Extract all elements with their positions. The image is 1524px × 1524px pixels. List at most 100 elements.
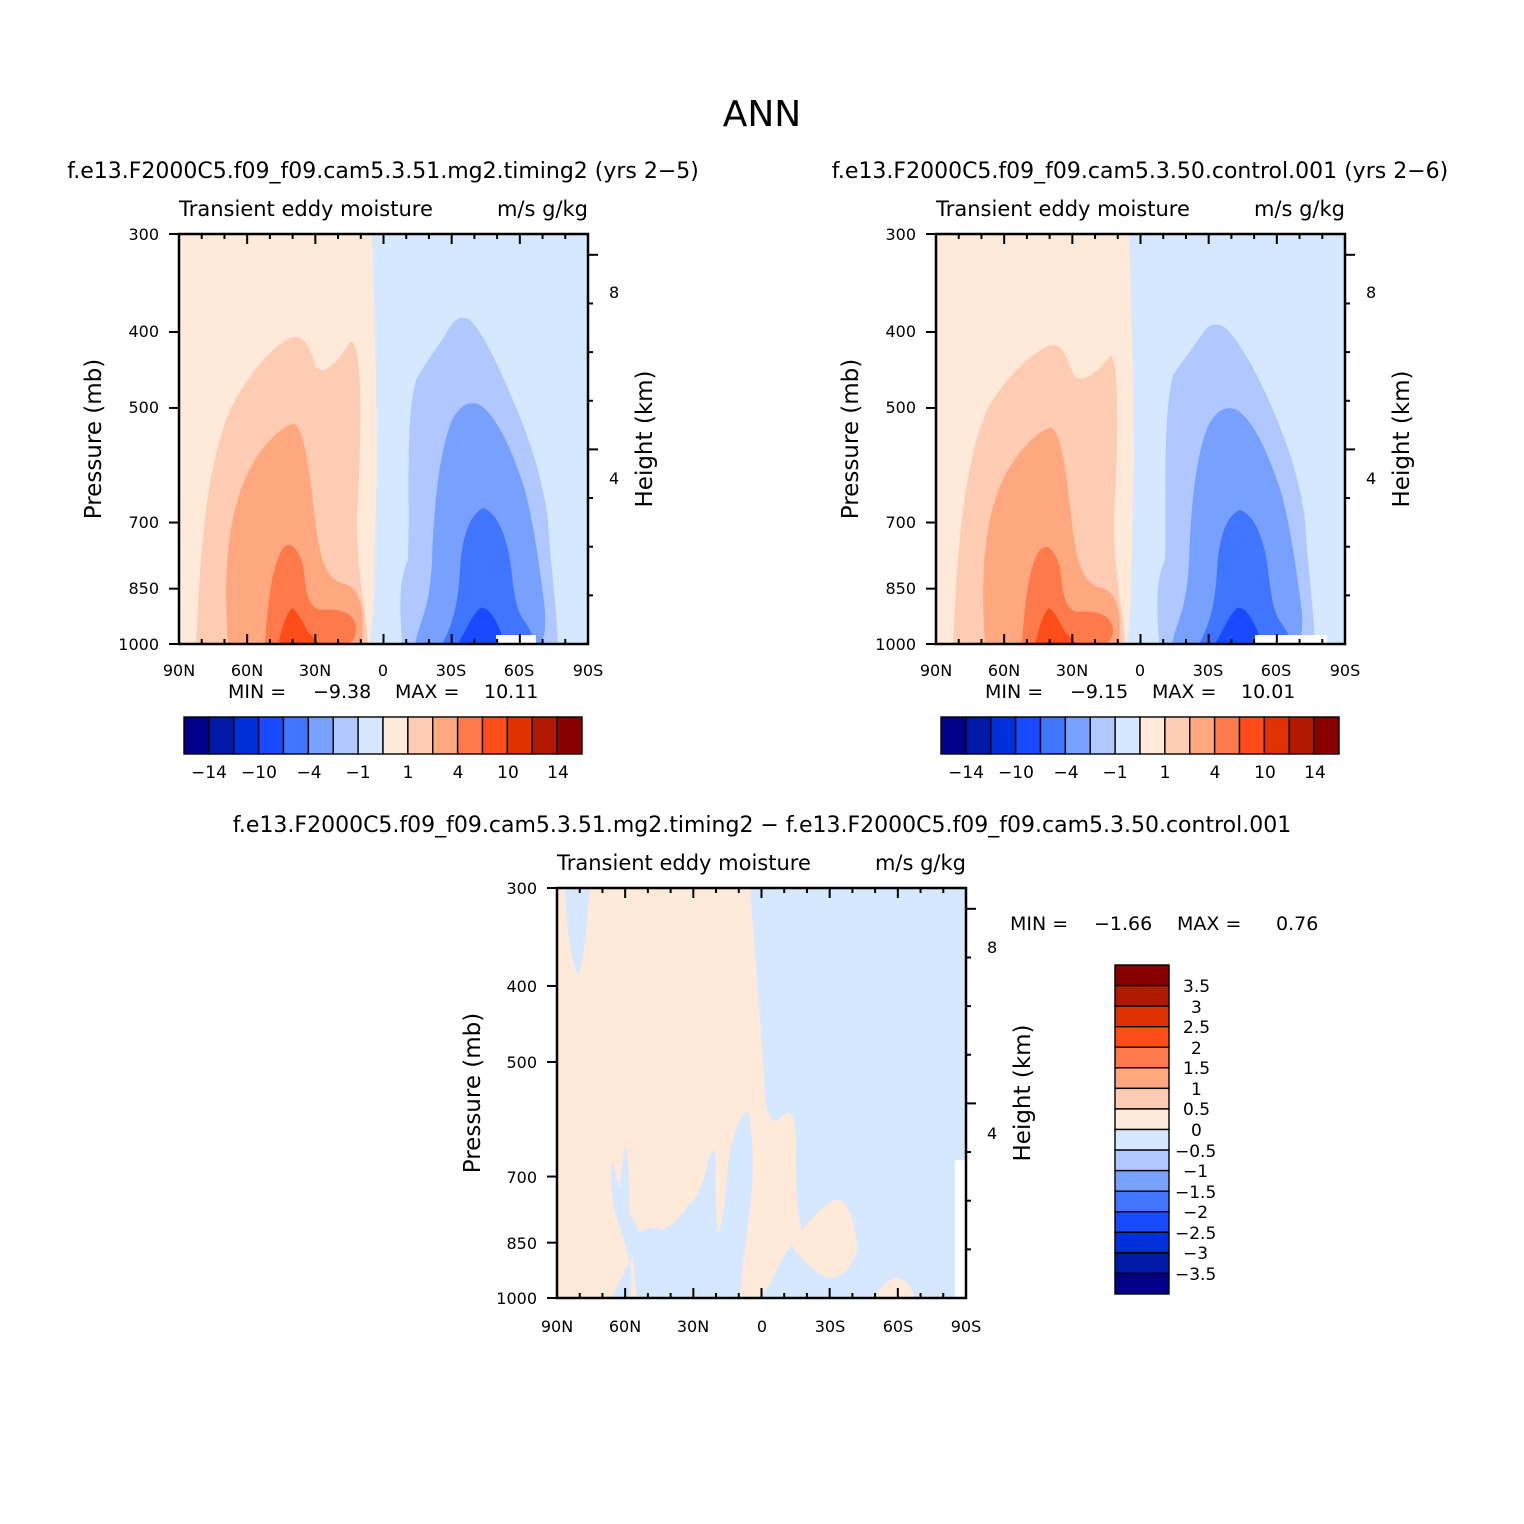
panel-2-max-label: MAX =	[1152, 681, 1216, 703]
colorbar-box	[1114, 1190, 1170, 1213]
colorbar-box	[282, 716, 310, 755]
panel-3-cb-label-n3.5: −3.5	[1175, 1265, 1216, 1285]
panel-2: f.e13.F2000C5.f09_f09.cam5.3.50.control.…	[832, 159, 1448, 783]
panel-2-y-tick-850: 850	[885, 579, 916, 598]
colorbar-box	[531, 716, 558, 755]
colorbar-box	[1114, 1211, 1170, 1234]
panel-2-colorbar-labels: −14 −10 −4 −1 1 4 10 14	[948, 763, 1326, 783]
colorbar-box	[1263, 716, 1290, 755]
colorbar-box	[1114, 964, 1170, 987]
panel-1-cb-label-1: 1	[403, 763, 414, 783]
colorbar-box	[332, 716, 359, 755]
panel-2-x-tick-90s: 90S	[1330, 661, 1361, 680]
panel-2-y-tick-500: 500	[885, 398, 916, 417]
colorbar-box	[1288, 716, 1315, 755]
panel-1-units: m/s g/kg	[497, 197, 588, 221]
panel-3-ylabel: Pressure (mb)	[460, 1013, 486, 1173]
panel-1: f.e13.F2000C5.f09_f09.cam5.3.51.mg2.timi…	[67, 159, 699, 783]
colorbar-box	[1114, 1025, 1170, 1048]
panel-3-contour-negative-lobe-1	[611, 1145, 642, 1298]
panel-1-contour-neg-4	[458, 607, 505, 644]
panel-3-min-label: MIN =	[1010, 913, 1068, 935]
colorbar-box	[481, 716, 509, 755]
panel-1-y-tick-300: 300	[128, 225, 159, 244]
colorbar-box	[1164, 716, 1191, 755]
panel-3-height-tick-4: 4	[987, 1124, 997, 1143]
panel-1-plot-title: Transient eddy moisture	[178, 197, 433, 221]
panel-1-x-ticks	[178, 234, 589, 644]
panel-2-missing-data	[1255, 635, 1327, 644]
panel-3-contour-field	[557, 888, 966, 1298]
panel-2-height-tick-4: 4	[1366, 469, 1376, 488]
panel-2-cb-label-14: 14	[1304, 763, 1326, 783]
panel-2-cb-label-n14: −14	[948, 763, 984, 783]
colorbar-box	[1139, 716, 1166, 755]
panel-3-y-tick-400: 400	[506, 977, 537, 996]
colorbar-box	[1114, 716, 1141, 755]
panel-1-contour-pos-5	[278, 608, 320, 644]
colorbar-box	[965, 716, 992, 755]
panel-2-cb-label-n1: −1	[1102, 763, 1127, 783]
panel-3-y-tick-850: 850	[506, 1234, 537, 1253]
colorbar-box	[456, 716, 484, 755]
colorbar-box	[1114, 1005, 1170, 1028]
panel-2-contour-pos-5	[1035, 608, 1077, 644]
panel-2-cb-label-10: 10	[1254, 763, 1276, 783]
panel-2-cb-label-n4: −4	[1053, 763, 1078, 783]
panel-3-x-tick-0: 0	[757, 1317, 767, 1336]
panel-1-x-tick-0: 0	[378, 661, 388, 680]
panel-1-contour-field	[179, 234, 588, 644]
panel-1-y-tick-700: 700	[128, 513, 159, 532]
panel-2-height-tick-8: 8	[1366, 283, 1376, 302]
colorbar-box	[1114, 1272, 1170, 1295]
panel-2-y-tick-1000: 1000	[875, 635, 916, 654]
panel-3-units: m/s g/kg	[875, 851, 966, 875]
panel-3-cb-label-2.5: 2.5	[1183, 1018, 1210, 1038]
panel-2-contour-pos-3	[983, 428, 1120, 644]
panel-3-y-tick-500: 500	[506, 1053, 537, 1072]
panel-2-min-value: −9.15	[1070, 681, 1128, 703]
panel-2-case-title: f.e13.F2000C5.f09_f09.cam5.3.50.control.…	[832, 159, 1448, 184]
colorbar-box	[357, 716, 384, 755]
panel-3-max-label: MAX =	[1177, 913, 1241, 935]
colorbar-box	[1114, 1169, 1170, 1192]
panel-1-height-tick-4: 4	[609, 469, 619, 488]
panel-3-x-ticks	[556, 888, 967, 1298]
panel-3-cb-label-n1.5: −1.5	[1175, 1183, 1216, 1203]
panel-3-contour-positive-lobe-3	[875, 1278, 915, 1298]
panel-1-min-label: MIN =	[228, 681, 286, 703]
colorbar-box	[940, 716, 967, 755]
colorbar-box	[1114, 1231, 1170, 1254]
colorbar-box	[382, 716, 409, 755]
panel-3-y-ticks	[547, 887, 976, 1299]
panel-1-case-title: f.e13.F2000C5.f09_f09.cam5.3.51.mg2.timi…	[67, 159, 699, 184]
colorbar-box	[208, 716, 235, 755]
panel-1-x-tick-90s: 90S	[573, 661, 604, 680]
panel-3-cb-label-n2: −2	[1183, 1203, 1208, 1223]
panel-1-max-value: 10.11	[484, 681, 538, 703]
panel-3-cb-label-2: 2	[1191, 1039, 1202, 1059]
colorbar-box	[506, 716, 533, 755]
colorbar-box	[1114, 1046, 1170, 1069]
panel-3-cb-label-n1: −1	[1183, 1162, 1208, 1182]
colorbar-box	[432, 716, 459, 755]
panel-1-contour-neg-3	[442, 508, 534, 644]
panel-2-x-tick-90n: 90N	[920, 661, 952, 680]
colorbar-box	[1114, 1067, 1170, 1090]
panel-1-x-tick-30n: 30N	[299, 661, 331, 680]
panel-3-missing-data	[955, 1160, 966, 1298]
panel-1-min-value: −9.38	[313, 681, 371, 703]
panel-1-cb-label-n10: −10	[241, 763, 277, 783]
panel-2-contour-field	[936, 234, 1345, 644]
colorbar-box	[1014, 716, 1042, 755]
colorbar-box	[257, 716, 285, 755]
colorbar-box	[233, 716, 260, 755]
panel-1-cb-label-n4: −4	[296, 763, 321, 783]
panel-1-y-tick-1000: 1000	[118, 635, 159, 654]
panel-1-ylabel: Pressure (mb)	[81, 359, 107, 519]
colorbar-box	[183, 716, 210, 755]
colorbar-box	[307, 716, 334, 755]
panel-2-min-label: MIN =	[985, 681, 1043, 703]
panel-2-contour-neg-3	[1199, 510, 1291, 644]
panel-1-cb-label-14: 14	[547, 763, 569, 783]
